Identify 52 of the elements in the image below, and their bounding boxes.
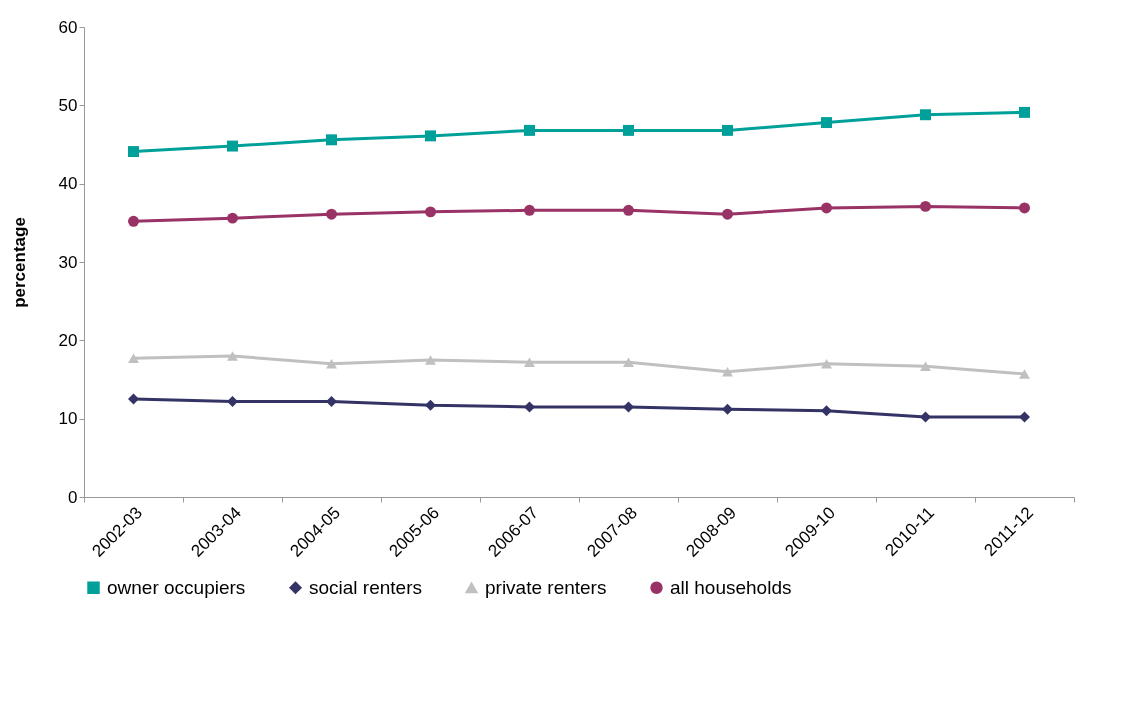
point [425, 130, 436, 142]
point [722, 403, 733, 415]
y-tick-label: 30 [58, 252, 78, 272]
point [1019, 202, 1030, 214]
point [326, 208, 337, 220]
point [623, 204, 634, 216]
point [722, 208, 733, 220]
point [821, 405, 832, 417]
point [128, 393, 139, 405]
y-tick-label: 60 [58, 17, 78, 37]
point [425, 399, 436, 411]
point [1019, 106, 1030, 118]
point [821, 359, 832, 369]
point [1019, 411, 1030, 423]
y-tick-label: 20 [58, 330, 78, 350]
point [326, 134, 337, 146]
point [920, 411, 931, 423]
point [920, 200, 931, 212]
point [1019, 369, 1030, 379]
y-tick-label: 10 [58, 409, 78, 429]
point [425, 206, 436, 218]
point [920, 361, 931, 371]
point [524, 357, 535, 368]
point [128, 353, 139, 364]
point [326, 359, 337, 369]
point [227, 351, 238, 361]
point [722, 366, 733, 377]
point [227, 140, 238, 152]
point [227, 395, 238, 407]
point [623, 401, 634, 413]
point [920, 109, 931, 121]
point [326, 395, 337, 407]
point [524, 401, 535, 413]
legend-label: social renters [309, 576, 422, 598]
point [623, 357, 634, 368]
point [821, 202, 832, 214]
legend-label: private renters [485, 576, 607, 598]
y-tick-label: 0 [68, 487, 78, 507]
point [623, 124, 634, 136]
legend-label: all households [670, 576, 792, 598]
point [227, 212, 238, 224]
point [524, 124, 535, 136]
point [128, 146, 139, 158]
y-tick-label: 50 [58, 95, 78, 115]
legend-label: owner occupiers [107, 576, 246, 598]
y-tick-label: 40 [58, 174, 78, 194]
y-axis-title: percentage [9, 217, 29, 308]
point [128, 215, 139, 227]
point [425, 355, 436, 365]
point [821, 117, 832, 129]
point [722, 124, 733, 136]
point [524, 204, 535, 216]
